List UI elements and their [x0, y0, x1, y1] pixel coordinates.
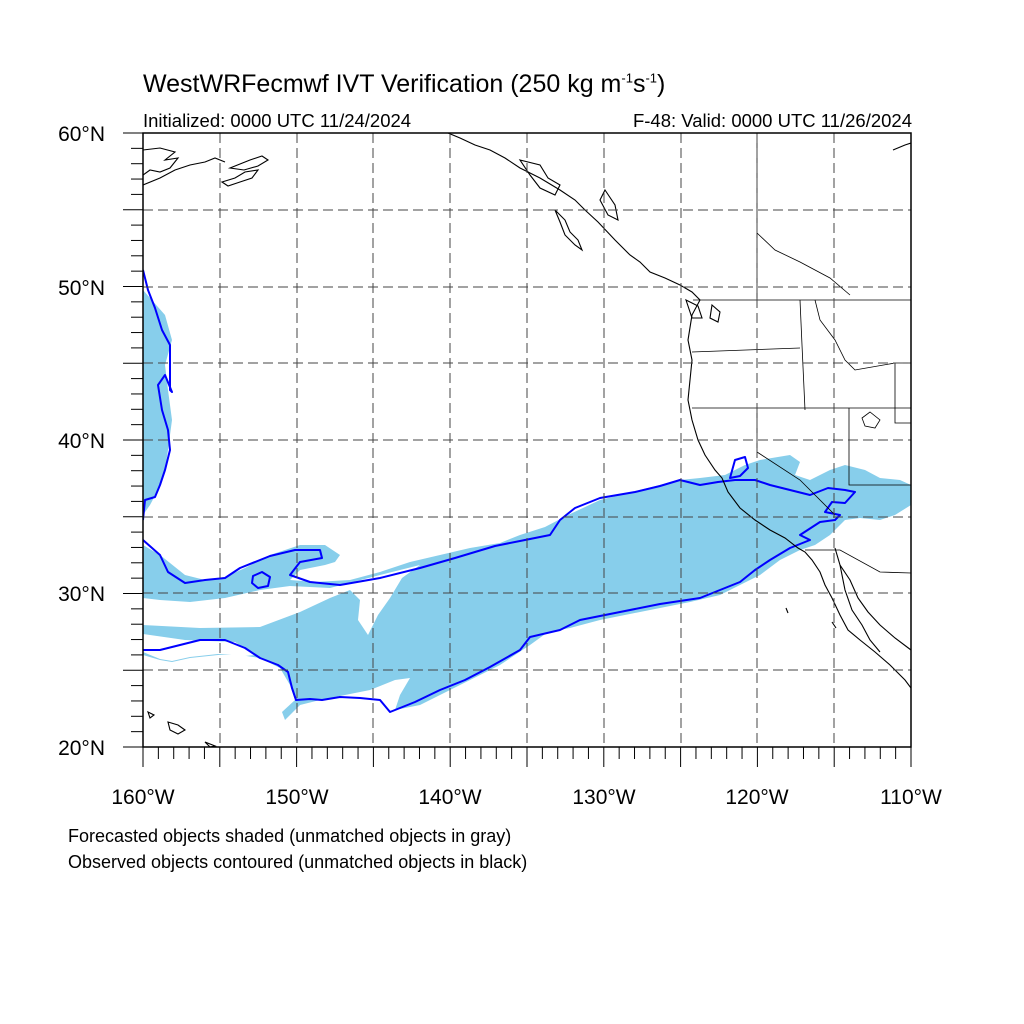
lon-label-110: 110°W	[880, 786, 942, 809]
alaska-coast	[143, 147, 180, 176]
hawaii	[167, 721, 187, 735]
legend-observed: Observed objects contoured (unmatched ob…	[68, 852, 528, 872]
forecast-object-north	[143, 290, 172, 515]
coastlines	[143, 133, 911, 747]
lat-label-20: 20°N	[58, 737, 105, 760]
lon-label-120: 120°W	[725, 786, 788, 809]
graticule	[143, 133, 911, 747]
lon-label-130: 130°W	[572, 786, 635, 809]
lat-label-40: 40°N	[58, 430, 105, 453]
observed-object-coast	[729, 456, 749, 479]
legend-forecast: Forecasted objects shaded (unmatched obj…	[68, 826, 512, 846]
lat-label-30: 30°N	[58, 583, 105, 606]
longitude-labels: 160°W 150°W 140°W 130°W 120°W 110°W	[111, 786, 942, 809]
north-america-coast	[447, 133, 911, 689]
lon-label-150: 150°W	[265, 786, 328, 809]
initialized-label: Initialized: 0000 UTC 11/24/2024	[143, 110, 412, 131]
observed-objects	[143, 269, 856, 713]
lon-label-140: 140°W	[418, 786, 481, 809]
baja-coast	[834, 547, 911, 651]
state-borders	[691, 133, 911, 574]
latitude-labels: 20°N 30°N 40°N 50°N 60°N	[58, 123, 105, 760]
chart-title: WestWRFecmwf IVT Verification (250 kg m-…	[143, 70, 666, 98]
lon-label-160: 160°W	[111, 786, 174, 809]
observed-object-main	[143, 479, 856, 713]
valid-time-label: F-48: Valid: 0000 UTC 11/26/2024	[632, 110, 912, 131]
observed-object-north	[143, 269, 173, 521]
tick-marks	[123, 132, 912, 767]
forecast-objects	[143, 290, 911, 720]
lat-label-60: 60°N	[58, 123, 105, 146]
observed-object-small	[251, 571, 271, 589]
lat-label-50: 50°N	[58, 277, 105, 300]
